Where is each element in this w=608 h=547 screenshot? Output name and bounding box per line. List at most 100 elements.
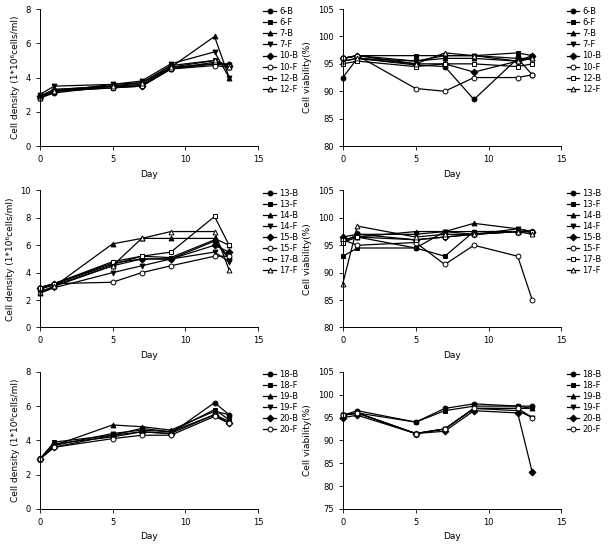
Line: 13-B: 13-B	[340, 229, 534, 251]
12-F	[441, 50, 449, 56]
7-B	[471, 55, 478, 62]
6-B	[354, 55, 361, 62]
15-F	[50, 280, 58, 287]
7-B	[354, 53, 361, 59]
18-B	[471, 400, 478, 407]
6-F	[109, 81, 116, 88]
10-F	[211, 62, 218, 69]
Line: 17-F: 17-F	[340, 224, 534, 286]
13-F	[138, 253, 145, 259]
20-F	[514, 405, 521, 412]
19-B	[412, 430, 420, 437]
19-B	[36, 456, 43, 462]
19-F	[514, 408, 521, 414]
Y-axis label: Cell viability(%): Cell viability(%)	[303, 42, 313, 113]
15-F	[514, 253, 521, 259]
10-F	[50, 88, 58, 95]
7-B	[167, 64, 174, 71]
6-B	[50, 90, 58, 96]
19-B	[339, 412, 347, 418]
17-F	[167, 228, 174, 235]
7-B	[412, 58, 420, 65]
Y-axis label: Cell viability(%): Cell viability(%)	[303, 404, 313, 476]
12-B	[339, 61, 347, 67]
10-F	[514, 74, 521, 81]
13-F	[471, 228, 478, 235]
19-B	[471, 405, 478, 412]
13-B	[109, 263, 116, 269]
14-F	[109, 269, 116, 276]
18-F	[109, 432, 116, 439]
Legend: 6-B, 6-F, 7-B, 7-F, 10-B, 10-F, 12-B, 12-F: 6-B, 6-F, 7-B, 7-F, 10-B, 10-F, 12-B, 12…	[263, 7, 299, 95]
14-B	[514, 225, 521, 232]
19-F	[167, 428, 174, 435]
18-B	[36, 456, 43, 462]
20-F	[441, 426, 449, 432]
20-F	[167, 432, 174, 439]
Line: 6-F: 6-F	[37, 58, 232, 99]
15-F	[471, 242, 478, 248]
17-F	[339, 280, 347, 287]
14-F	[36, 290, 43, 296]
Line: 12-F: 12-F	[340, 50, 534, 66]
13-B	[412, 245, 420, 251]
10-B	[50, 86, 58, 93]
15-B	[167, 255, 174, 262]
20-F	[354, 410, 361, 416]
14-F	[354, 231, 361, 237]
7-F	[226, 74, 233, 81]
Line: 14-B: 14-B	[37, 236, 232, 295]
12-B	[354, 58, 361, 65]
12-B	[138, 83, 145, 89]
Line: 10-B: 10-B	[340, 53, 534, 74]
20-B	[211, 411, 218, 418]
15-B	[211, 242, 218, 248]
12-B	[36, 95, 43, 101]
X-axis label: Day: Day	[443, 532, 461, 542]
10-F	[226, 64, 233, 71]
18-F	[211, 406, 218, 413]
6-F	[514, 50, 521, 56]
6-F	[138, 79, 145, 86]
13-F	[109, 261, 116, 267]
Line: 6-F: 6-F	[340, 50, 534, 61]
12-B	[109, 85, 116, 91]
10-B	[226, 62, 233, 69]
10-B	[528, 53, 536, 59]
10-B	[138, 83, 145, 89]
19-B	[211, 408, 218, 415]
13-F	[36, 286, 43, 293]
20-B	[354, 412, 361, 418]
10-F	[109, 85, 116, 91]
15-F	[211, 253, 218, 259]
Legend: 13-B, 13-F, 14-B, 14-F, 15-B, 15-F, 17-B, 17-F: 13-B, 13-F, 14-B, 14-F, 15-B, 15-F, 17-B…	[566, 188, 603, 276]
Line: 13-F: 13-F	[37, 237, 232, 292]
Line: 12-B: 12-B	[340, 59, 534, 69]
Line: 20-F: 20-F	[37, 414, 232, 462]
19-B	[138, 423, 145, 430]
14-F	[211, 249, 218, 255]
12-F	[138, 79, 145, 86]
7-B	[138, 81, 145, 88]
12-B	[50, 88, 58, 95]
17-B	[339, 239, 347, 246]
15-F	[226, 253, 233, 259]
Line: 6-B: 6-B	[340, 56, 534, 102]
12-B	[412, 63, 420, 70]
12-F	[471, 53, 478, 59]
15-B	[471, 231, 478, 237]
Line: 12-B: 12-B	[37, 60, 232, 101]
15-B	[354, 231, 361, 237]
17-F	[412, 234, 420, 240]
20-F	[412, 430, 420, 437]
7-B	[109, 83, 116, 89]
13-F	[211, 236, 218, 243]
14-F	[441, 228, 449, 235]
18-F	[354, 410, 361, 416]
19-F	[226, 418, 233, 425]
17-F	[354, 223, 361, 229]
17-B	[412, 236, 420, 243]
20-B	[471, 408, 478, 414]
Legend: 6-B, 6-F, 7-B, 7-F, 10-B, 10-F, 12-B, 12-F: 6-B, 6-F, 7-B, 7-F, 10-B, 10-F, 12-B, 12…	[566, 7, 603, 95]
7-B	[36, 93, 43, 100]
